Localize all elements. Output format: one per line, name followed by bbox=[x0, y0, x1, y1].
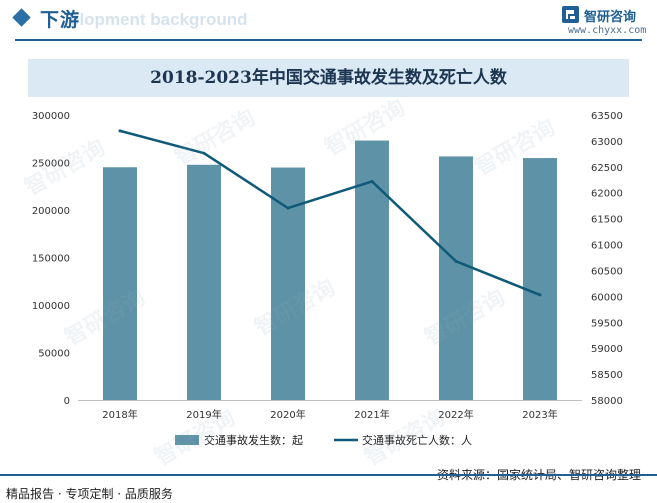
x-tick-label: 2023年 bbox=[522, 408, 557, 421]
y-right-tick-label: 59500 bbox=[591, 318, 623, 329]
footer: 精品报告 · 专项定制 · 品质服务 bbox=[0, 474, 657, 503]
y-left-tick-label: 200000 bbox=[32, 206, 70, 217]
bar bbox=[355, 140, 389, 400]
bar bbox=[523, 158, 557, 400]
y-left-tick-label: 100000 bbox=[32, 301, 70, 312]
x-tick-label: 2020年 bbox=[270, 408, 305, 421]
line-point bbox=[370, 179, 374, 183]
header-background-text: elopment background bbox=[70, 10, 248, 29]
bar bbox=[271, 167, 305, 400]
line-point bbox=[454, 259, 458, 263]
x-tick-label: 2018年 bbox=[102, 408, 137, 421]
chart-title: 2018-2023年中国交通事故发生数及死亡人数 bbox=[150, 68, 507, 88]
y-left-tick-label: 150000 bbox=[32, 254, 70, 265]
line-point bbox=[118, 129, 122, 133]
y-right-tick-label: 58000 bbox=[591, 396, 623, 407]
header: elopment background 下游 智研咨询 www.chyxx.co… bbox=[0, 0, 657, 42]
chart-title-background bbox=[28, 59, 629, 97]
y-right-tick-label: 63500 bbox=[591, 111, 623, 122]
brand-logo-icon bbox=[562, 6, 579, 23]
page-title: 下游 bbox=[40, 9, 81, 31]
y-right-tick-label: 59000 bbox=[591, 344, 623, 355]
brand-url: www.chyxx.com bbox=[568, 25, 647, 36]
y-right-tick-label: 61500 bbox=[591, 215, 623, 226]
line-series-deaths bbox=[119, 129, 541, 297]
x-tick-label: 2021年 bbox=[354, 408, 389, 421]
bar bbox=[103, 167, 137, 400]
x-tick-label: 2022年 bbox=[438, 408, 473, 421]
y-right-tick-label: 63000 bbox=[591, 137, 623, 148]
y-left-tick-label: 300000 bbox=[32, 111, 70, 122]
legend-bar-swatch bbox=[175, 435, 199, 445]
bar bbox=[187, 164, 221, 400]
bar bbox=[439, 156, 473, 400]
footer-divider bbox=[0, 474, 657, 476]
y-right-tick-label: 61000 bbox=[591, 241, 623, 252]
legend-line-label: 交通事故死亡人数：人 bbox=[362, 433, 472, 447]
header-divider bbox=[15, 39, 642, 41]
line-point bbox=[286, 206, 290, 210]
y-left-tick-label: 50000 bbox=[38, 349, 70, 360]
brand-name: 智研咨询 bbox=[584, 10, 637, 25]
legend-bar-label: 交通事故发生数：起 bbox=[204, 433, 303, 447]
y-right-tick-label: 60500 bbox=[591, 266, 623, 277]
x-tick-label: 2019年 bbox=[186, 408, 221, 421]
y-right-tick-label: 58500 bbox=[591, 370, 623, 381]
y-left-tick-label: 0 bbox=[64, 396, 70, 407]
y-left-tick-label: 250000 bbox=[32, 159, 70, 170]
y-right-tick-label: 62000 bbox=[591, 189, 623, 200]
y-right-tick-label: 60000 bbox=[591, 292, 623, 303]
line-point bbox=[538, 293, 542, 297]
y-right-tick-label: 62500 bbox=[591, 163, 623, 174]
footer-slogan: 精品报告 · 专项定制 · 品质服务 bbox=[6, 487, 173, 501]
line-point bbox=[202, 151, 206, 155]
